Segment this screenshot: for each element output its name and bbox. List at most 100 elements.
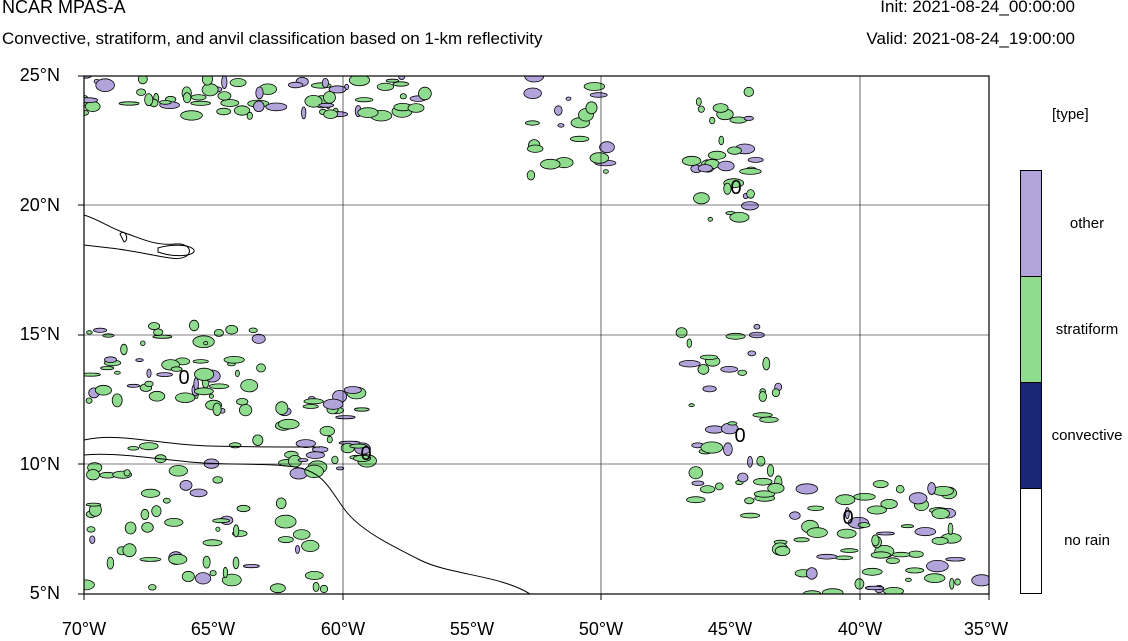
precip-cell <box>100 366 115 371</box>
precip-cell <box>209 569 217 577</box>
precip-cell <box>301 540 320 553</box>
precip-cell <box>348 76 371 87</box>
precip-cell <box>743 86 755 97</box>
precip-cell <box>277 418 300 430</box>
precip-cell <box>144 380 154 387</box>
precip-cell <box>723 182 732 195</box>
precip-cell <box>234 369 240 377</box>
precip-cell <box>140 508 150 521</box>
precip-cell <box>85 502 102 507</box>
precip-cell <box>140 340 146 346</box>
precip-cell <box>774 545 791 557</box>
precip-cell <box>805 567 818 580</box>
precip-cell <box>739 167 762 175</box>
precip-cell <box>822 588 844 594</box>
precip-cell <box>806 527 828 538</box>
precip-cell <box>905 577 912 582</box>
contour-label: 0 <box>360 443 371 465</box>
precip-cell <box>725 332 746 340</box>
precip-cell <box>737 369 747 376</box>
precip-cell <box>753 490 776 498</box>
precip-cell <box>180 110 203 121</box>
precip-cell <box>712 103 729 113</box>
precip-cell <box>192 335 215 349</box>
precip-cell <box>747 455 753 468</box>
precip-cell <box>700 441 724 454</box>
precip-cell <box>217 91 232 101</box>
precip-cell <box>861 567 883 576</box>
precip-cell <box>86 469 100 481</box>
precip-cell <box>190 94 207 101</box>
precip-cell <box>190 100 211 106</box>
precip-cell <box>303 398 324 405</box>
precip-cell <box>835 494 856 506</box>
precip-cell <box>523 87 542 100</box>
precip-cell <box>603 169 609 174</box>
precip-cell <box>762 357 771 371</box>
precip-cell <box>766 464 775 477</box>
precip-cell <box>182 92 192 104</box>
precip-cell <box>179 479 193 491</box>
precip-cell <box>399 93 407 100</box>
legend-label-other: other <box>1069 215 1105 232</box>
precip-cell <box>723 442 733 457</box>
lon-label: 55°W <box>449 619 495 639</box>
precip-cell <box>212 402 222 417</box>
precip-cell <box>111 393 123 408</box>
precip-cell <box>905 567 925 574</box>
precip-cell <box>767 482 785 494</box>
precip-cell <box>118 101 140 106</box>
lon-label: 60°W <box>320 619 366 639</box>
precip-cell <box>223 355 245 364</box>
precip-cell <box>85 397 93 404</box>
precip-cell <box>866 505 887 515</box>
precip-cell <box>86 526 96 533</box>
precip-cell <box>688 403 695 408</box>
precip-cell <box>215 526 221 532</box>
legend-label-no-rain: no rain <box>1064 532 1110 549</box>
precip-cell <box>335 466 345 471</box>
precip-cell <box>164 518 184 527</box>
precip-cell <box>526 170 536 181</box>
precip-cell <box>312 581 320 592</box>
precip-cell <box>151 505 162 518</box>
precip-cell <box>246 111 253 120</box>
precip-cell <box>236 504 251 513</box>
precipitation-areas <box>84 76 989 594</box>
precip-cell <box>195 572 212 585</box>
precip-cell <box>326 435 333 444</box>
precip-cell <box>900 524 915 529</box>
precip-cell <box>945 557 966 562</box>
precip-cell <box>583 82 606 91</box>
precip-cell <box>127 446 140 451</box>
precip-cell <box>758 391 767 402</box>
precip-cell <box>228 442 242 449</box>
precip-cell <box>702 385 717 393</box>
precip-cell <box>744 497 755 505</box>
chart-subtitle: Convective, stratiform, and anvil classi… <box>2 29 543 48</box>
precip-cell <box>717 160 735 172</box>
precip-cell <box>301 106 307 120</box>
lat-label: 20°N <box>19 195 60 215</box>
precip-cell <box>914 527 937 537</box>
precip-cell <box>328 85 347 94</box>
precip-cell <box>212 518 230 524</box>
precip-cell <box>678 360 701 368</box>
precip-cell <box>565 96 572 101</box>
contour-labels: 0 0 0 0 0 <box>178 177 853 529</box>
precip-cell <box>376 82 394 91</box>
precip-cell <box>208 393 214 399</box>
precip-cell <box>208 383 230 390</box>
precip-cell <box>931 536 949 545</box>
precip-cell <box>697 105 705 113</box>
precip-cell <box>84 372 101 377</box>
precip-cell <box>691 480 705 486</box>
precip-cell <box>201 83 219 97</box>
precip-cell <box>201 76 213 86</box>
precip-cell <box>753 323 761 330</box>
precip-cell <box>927 482 936 495</box>
precip-cell <box>229 78 247 88</box>
precip-cell <box>275 401 289 415</box>
precip-cell <box>871 534 880 547</box>
